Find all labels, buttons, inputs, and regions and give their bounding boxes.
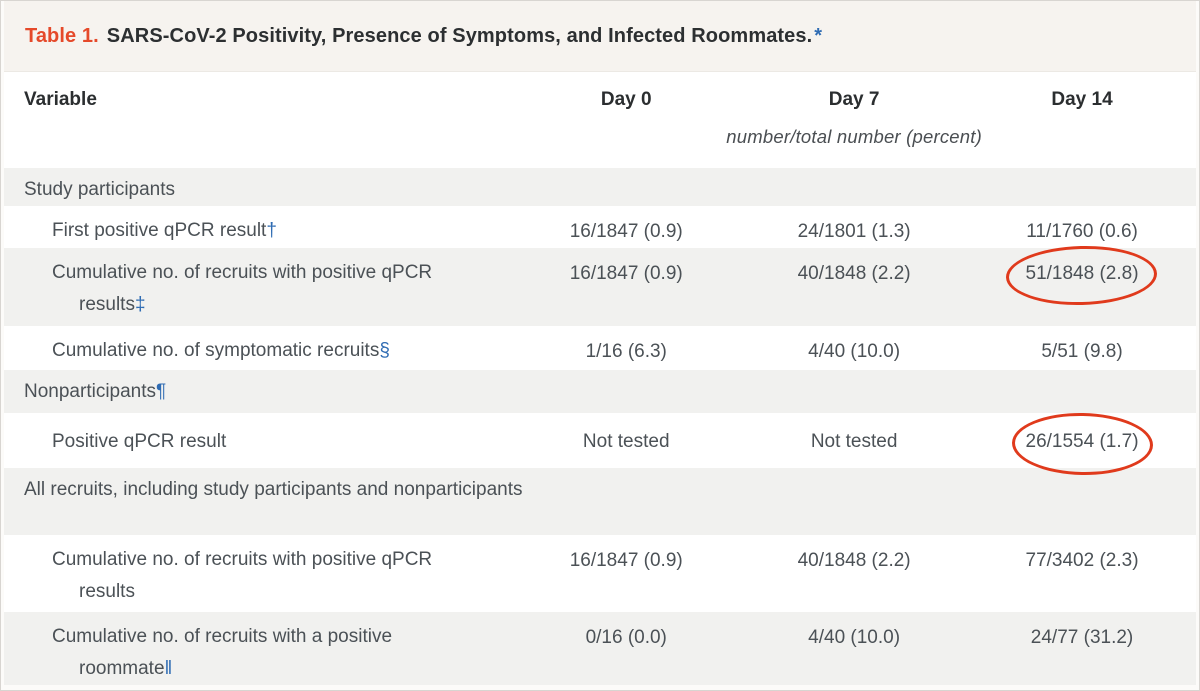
- table-title-text: SARS-CoV-2 Positivity, Presence of Sympt…: [106, 24, 813, 47]
- cell-day7: Not tested: [810, 431, 898, 452]
- table-row: Positive qPCR result Not tested Not test…: [4, 411, 1196, 477]
- footnote-marker: §: [379, 340, 390, 361]
- section-row-nonparticipants: Nonparticipants¶: [4, 370, 1196, 413]
- footnote-marker: ‡: [134, 294, 146, 315]
- row-label: Cumulative no. of recruits with positive…: [52, 262, 433, 315]
- section-row-study-participants: Study participants: [4, 168, 1196, 206]
- table-row: Cumulative no. of recruits with positive…: [4, 244, 1196, 326]
- cell-day0: 16/1847 (0.9): [569, 221, 683, 242]
- section-label: Nonparticipants¶: [24, 381, 167, 402]
- cell-day0: Not tested: [582, 431, 670, 452]
- cell-day14: 77/3402 (2.3): [1025, 550, 1139, 571]
- table-row: Cumulative no. of symptomatic recruits§ …: [4, 326, 1196, 370]
- units-note: number/total number (percent): [726, 126, 982, 147]
- highlighted-value: 51/1848 (2.8): [1004, 244, 1158, 307]
- section-label: All recruits, including study participan…: [24, 479, 523, 500]
- cell-day7: 24/1801 (1.3): [797, 221, 911, 242]
- cell-day7: 40/1848 (2.2): [797, 263, 911, 284]
- footnote-asterisk: *: [814, 24, 823, 47]
- row-label: Cumulative no. of recruits with positive…: [52, 549, 433, 602]
- cell-day14: 11/1760 (0.6): [1026, 221, 1138, 242]
- cell-day7: 4/40 (10.0): [808, 341, 901, 362]
- table-row: First positive qPCR result† 16/1847 (0.9…: [4, 206, 1196, 248]
- row-label: Cumulative no. of recruits with a positi…: [52, 626, 393, 679]
- cell-day14: 51/1848 (2.8): [968, 244, 1196, 326]
- cell-day14: 5/51 (9.8): [1041, 341, 1123, 362]
- footnote-marker: †: [266, 220, 277, 241]
- table-number: Table 1.: [25, 24, 99, 47]
- table-title: Table 1. SARS-CoV-2 Positivity, Presence…: [4, 1, 1196, 72]
- footnote-marker: ¶: [156, 381, 167, 402]
- column-header-day14: Day 14: [1051, 88, 1113, 110]
- row-label: First positive qPCR result†: [52, 220, 277, 241]
- column-header-day7: Day 7: [828, 88, 880, 110]
- column-header-variable: Variable: [24, 88, 97, 110]
- column-header-day0: Day 0: [600, 88, 652, 110]
- section-row-all-recruits: All recruits, including study participan…: [4, 468, 1196, 535]
- row-label: Positive qPCR result: [52, 431, 227, 452]
- table-row: Cumulative no. of recruits with positive…: [4, 535, 1196, 612]
- cell-day0: 1/16 (6.3): [585, 341, 667, 362]
- cell-day14: 26/1554 (1.7): [968, 411, 1196, 477]
- cell-day0: 16/1847 (0.9): [569, 550, 683, 571]
- row-label: Cumulative no. of symptomatic recruits§: [52, 340, 390, 361]
- cell-day7: 40/1848 (2.2): [797, 550, 911, 571]
- cell-day0: 16/1847 (0.9): [569, 263, 683, 284]
- highlighted-value: 26/1554 (1.7): [1010, 411, 1154, 477]
- cell-day0: 0/16 (0.0): [585, 627, 667, 648]
- table-header: Variable Day 0 Day 7 Day 14 number/total…: [4, 72, 1196, 168]
- table-row: Cumulative no. of recruits with a positi…: [4, 612, 1196, 685]
- cell-day14: 24/77 (31.2): [1030, 627, 1134, 648]
- cell-day7: 4/40 (10.0): [808, 627, 901, 648]
- section-label: Study participants: [24, 179, 176, 200]
- data-table: Variable Day 0 Day 7 Day 14 number/total…: [4, 72, 1196, 685]
- footnote-marker: ‖: [164, 658, 173, 679]
